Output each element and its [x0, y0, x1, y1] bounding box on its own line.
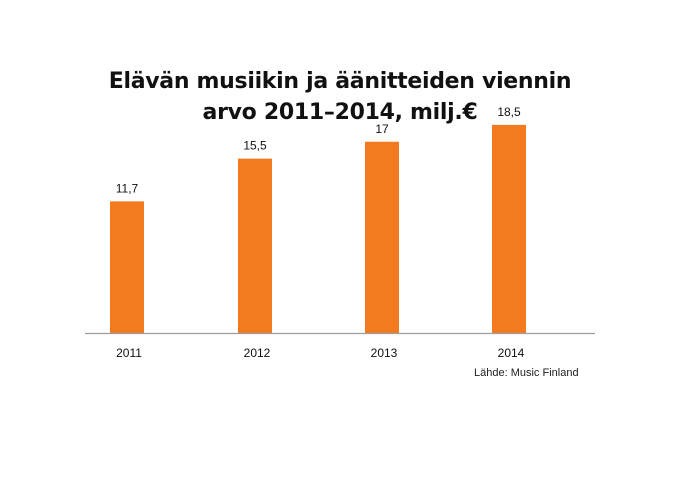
bar-2011 — [110, 201, 144, 333]
chart-title-line-2: arvo 2011–2014, milj.€ — [202, 100, 478, 125]
chart-title-line-1: Elävän musiikin ja äänitteiden viennin — [108, 69, 572, 94]
data-label-2012: 15,5 — [243, 139, 267, 153]
x-tick-label-2011: 2011 — [116, 346, 142, 360]
source-note: Lähde: Music Finland — [474, 367, 579, 379]
data-label-2014: 18,5 — [497, 105, 521, 119]
bar-2014 — [492, 124, 526, 333]
data-label-2013: 17 — [375, 122, 389, 136]
chart-title: Elävän musiikin ja äänitteiden viennin a… — [0, 66, 680, 128]
bar-2013 — [365, 141, 399, 333]
bar-2012 — [238, 158, 272, 333]
x-tick-label-2012: 2012 — [244, 346, 271, 360]
x-tick-label-2013: 2013 — [371, 346, 398, 360]
x-tick-label-2014: 2014 — [498, 346, 525, 360]
data-label-2011: 11,7 — [116, 181, 139, 195]
